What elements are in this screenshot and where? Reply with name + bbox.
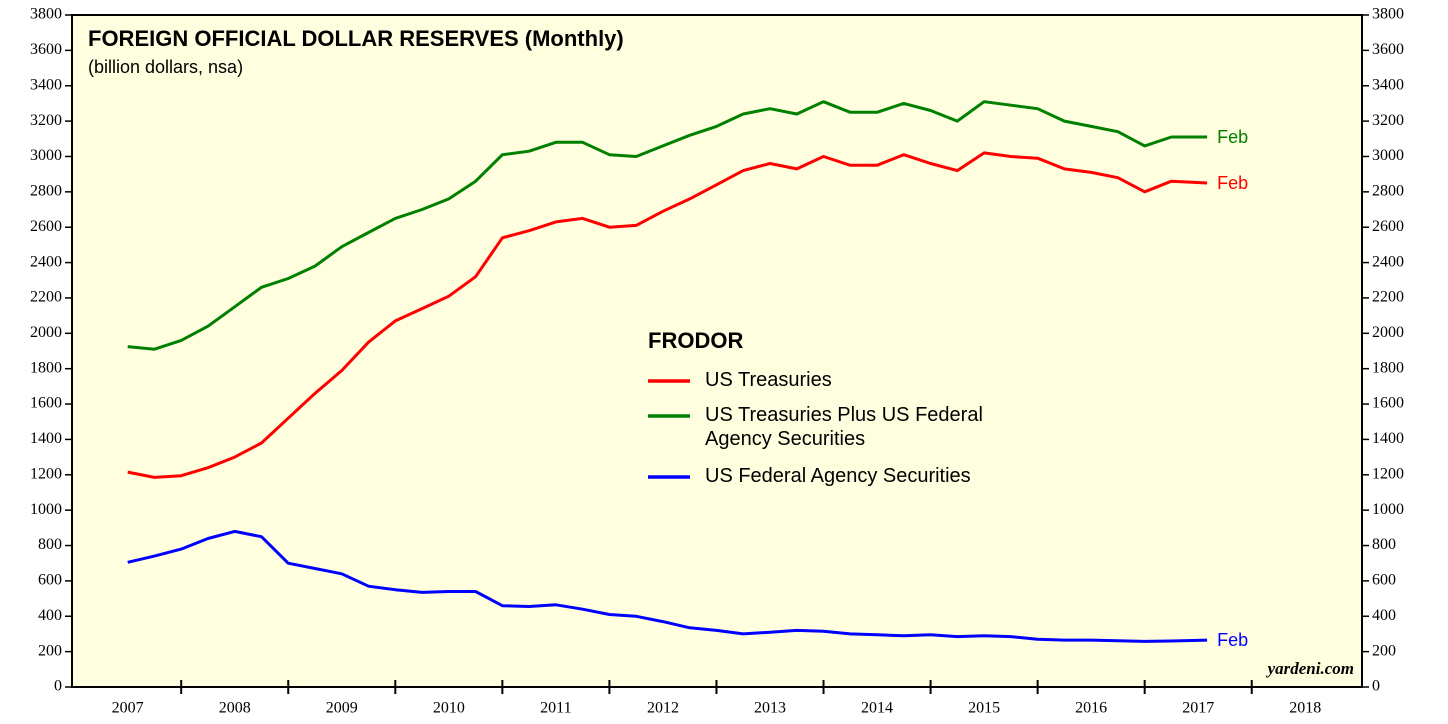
- y-tick-label-right: 0: [1372, 678, 1380, 695]
- y-tick-label-right: 3000: [1372, 147, 1404, 164]
- y-tick-label-right: 3800: [1372, 6, 1404, 23]
- legend-label: US Federal Agency Securities: [705, 465, 971, 487]
- y-tick-label: 3800: [30, 6, 62, 23]
- x-tick-label: 2017: [1182, 700, 1214, 717]
- x-tick-label: 2018: [1289, 700, 1321, 717]
- series-line: [127, 100, 1208, 351]
- y-tick-label: 1400: [30, 430, 62, 447]
- y-tick-label-right: 800: [1372, 536, 1396, 553]
- legend-label: US Treasuries Plus US Federal Agency Sec…: [705, 404, 983, 450]
- x-tick-label: 2013: [754, 700, 786, 717]
- y-tick-label-right: 2600: [1372, 218, 1404, 235]
- x-tick-label: 2009: [326, 700, 358, 717]
- x-tick-label: 2016: [1075, 700, 1107, 717]
- legend-label: US Treasuries: [705, 369, 832, 391]
- chart-title: FOREIGN OFFICIAL DOLLAR RESERVES (Monthl…: [88, 26, 624, 51]
- y-tick-label: 2400: [30, 253, 62, 270]
- end-label: Feb: [1217, 173, 1248, 193]
- y-tick-label: 1800: [30, 359, 62, 376]
- y-tick-label: 2600: [30, 218, 62, 235]
- x-tick-label: 2012: [647, 700, 679, 717]
- y-tick-label: 0: [54, 678, 62, 695]
- y-tick-label: 1000: [30, 501, 62, 518]
- y-tick-label: 200: [38, 642, 62, 659]
- y-tick-label-right: 200: [1372, 642, 1396, 659]
- series-line: [127, 529, 1208, 643]
- y-tick-label-right: 2400: [1372, 253, 1404, 270]
- y-tick-label-right: 1400: [1372, 430, 1404, 447]
- y-tick-label: 3400: [30, 76, 62, 93]
- x-tick-label: 2011: [540, 700, 571, 717]
- end-label: Feb: [1217, 127, 1248, 147]
- x-tick-label: 2015: [968, 700, 1000, 717]
- y-tick-label: 2200: [30, 289, 62, 306]
- y-tick-label: 3000: [30, 147, 62, 164]
- y-tick-label: 800: [38, 536, 62, 553]
- y-tick-label-right: 3400: [1372, 76, 1404, 93]
- x-tick-label: 2010: [433, 700, 465, 717]
- y-tick-label-right: 2800: [1372, 183, 1404, 200]
- y-tick-label-right: 400: [1372, 607, 1396, 624]
- y-tick-label: 3200: [30, 112, 62, 129]
- y-tick-label-right: 1800: [1372, 359, 1404, 376]
- end-label: Feb: [1217, 630, 1248, 650]
- chart-subtitle: (billion dollars, nsa): [88, 57, 243, 77]
- x-tick-label: 2014: [861, 700, 893, 717]
- series-line: [127, 151, 1208, 479]
- x-tick-label: 2008: [219, 700, 251, 717]
- y-tick-label-right: 1200: [1372, 465, 1404, 482]
- y-tick-label: 3600: [30, 41, 62, 58]
- y-tick-label-right: 3600: [1372, 41, 1404, 58]
- y-tick-label-right: 2200: [1372, 289, 1404, 306]
- y-tick-label: 2800: [30, 183, 62, 200]
- y-tick-label-right: 1600: [1372, 395, 1404, 412]
- y-tick-label-right: 1000: [1372, 501, 1404, 518]
- y-tick-label-right: 3200: [1372, 112, 1404, 129]
- x-tick-label: 2007: [112, 700, 144, 717]
- source: yardeni.com: [1266, 659, 1354, 678]
- y-tick-label-right: 2000: [1372, 324, 1404, 341]
- legend-title: FRODOR: [648, 328, 743, 353]
- y-tick-label: 1200: [30, 465, 62, 482]
- y-tick-label: 400: [38, 607, 62, 624]
- y-tick-label: 1600: [30, 395, 62, 412]
- y-tick-label-right: 600: [1372, 572, 1396, 589]
- y-tick-label: 600: [38, 572, 62, 589]
- y-tick-label: 2000: [30, 324, 62, 341]
